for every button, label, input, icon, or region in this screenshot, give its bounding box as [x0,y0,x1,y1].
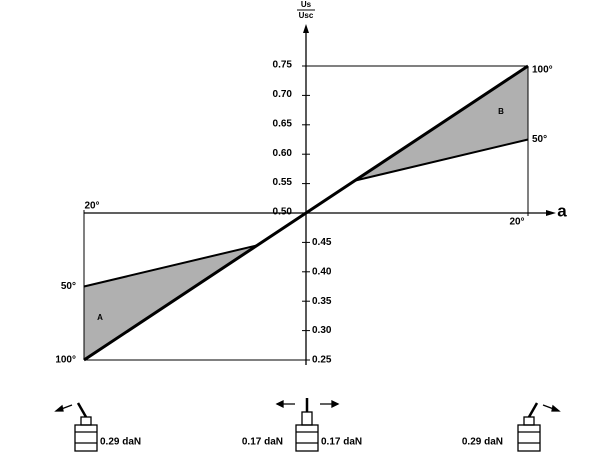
switch-body [295,424,319,452]
region-label: A [97,313,103,322]
switch-body [74,424,98,452]
switch-body [517,424,541,452]
region-label: B [498,107,504,116]
switch-label: 0.29 daN [462,437,503,448]
switch-lever [527,402,539,418]
switch-icons [54,398,561,452]
y-axis-arrow [303,24,309,33]
series-label: 50° [532,134,547,145]
x-axis-label: a [557,201,567,220]
switch-label: 0.29 daN [100,437,141,448]
y-axis-label: Usc [299,11,314,20]
switch-base [301,411,313,426]
y-tick-label: 0.75 [273,60,293,71]
series-label: 100° [55,355,76,366]
arrow-head [54,404,64,412]
arrow-head [331,399,340,409]
switch-lever [76,402,88,418]
y-tick-label: 0.30 [312,325,332,336]
switch-label: 0.17 daN [321,437,362,448]
y-tick-label: 0.65 [273,118,293,129]
y-tick-label: 0.25 [312,355,332,366]
x-tick-label: 20° [84,201,99,212]
y-tick-label: 0.45 [312,237,332,248]
series-label: 100° [532,65,553,76]
y-tick-label: 0.35 [312,296,332,307]
y-tick-label: 0.40 [312,266,332,277]
y-axis-label: Us [301,0,312,9]
switch-base [523,416,535,426]
x-axis-arrow [546,210,556,216]
y-tick-label: 0.50 [273,207,293,218]
arrow-head [275,399,284,409]
arrow-head [551,404,561,412]
y-tick-label: 0.70 [273,89,293,100]
switch-label: 0.17 daN [242,437,283,448]
x-tick-label: 20° [509,217,524,228]
y-tick-label: 0.55 [273,177,293,188]
series-label: 50° [61,281,76,292]
switch-base [80,416,92,426]
y-tick-label: 0.60 [273,148,293,159]
